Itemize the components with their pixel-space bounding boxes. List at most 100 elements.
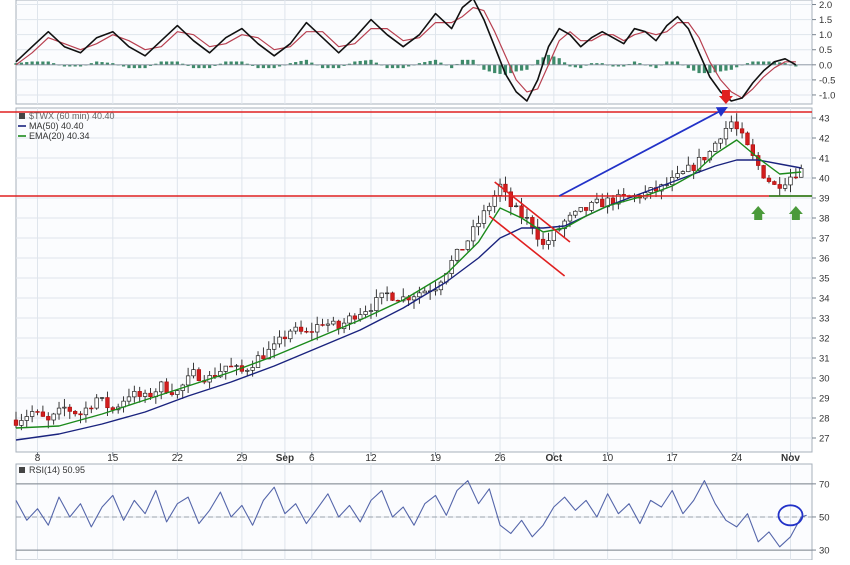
up-arrow-marker [788,206,803,220]
candle-body [739,128,745,134]
price-panel: 43 42 41 40 39 38 37 36 35 34 33 32 31 30 29 28 27 $TWX (… [0,90,830,453]
macd-histogram-bar [767,61,771,65]
candle-body [567,214,573,222]
candle-body [223,365,228,372]
candle-body [272,343,277,350]
price-tick-label: 28 [819,414,830,425]
trend-arrow [558,106,728,197]
macd-histogram-bar [487,64,491,72]
candle-body [293,326,298,332]
candle-body [508,191,513,208]
x-tick-label: 12 [365,453,377,464]
macd-histogram-bar [170,61,174,65]
macd-histogram-bar [331,64,335,69]
macd-histogram-bar [713,64,717,73]
x-tick-label: 8 [35,453,41,464]
macd-histogram-bar [794,64,798,67]
candle-body [460,248,465,251]
price-tick-label: 37 [819,234,830,245]
candle-body [471,226,476,242]
macd-histogram-bar [159,61,163,65]
legend-entry: $TWX (60 min) 40.40 [29,111,115,121]
macd-histogram-bar [41,61,45,65]
x-tick-label: 15 [107,453,119,464]
candle-body [594,198,600,203]
macd-histogram-bar [14,63,18,65]
candle-body [159,381,164,393]
legend-swatch-rsi [19,467,25,473]
macd-histogram-bar [385,64,389,69]
macd-histogram-bar [692,64,696,71]
macd-histogram-bar [191,64,196,69]
candle-body [487,205,492,212]
macd-histogram-bar [498,64,502,74]
x-tick-label: Nov [781,453,800,464]
macd-histogram-bar [30,61,34,65]
rsi-plot-area [15,463,813,561]
candle-body [137,391,142,397]
macd-histogram-bar [374,62,378,65]
macd-histogram-bar [181,63,185,65]
candle-body [368,310,374,312]
macd-histogram-bar [665,61,669,65]
candle-body [298,326,304,332]
price-tick-label: 42 [819,134,830,145]
macd-histogram-bar [611,64,615,67]
macd-histogram-bar [675,61,680,65]
candle-body [519,205,524,219]
macd-histogram-bar [702,64,707,74]
x-tick-label: Sep [276,453,294,464]
macd-histogram-bar [52,63,56,65]
macd-tick-label: 2.0 [819,0,832,11]
candle-body [745,132,750,146]
macd-histogram-bar [73,64,77,67]
macd-histogram-bar [89,63,93,65]
macd-histogram-bar [772,61,776,65]
macd-histogram-bar [638,63,642,65]
candle-body [702,156,707,161]
candle-body [729,121,734,129]
candle-body [723,127,729,140]
macd-histogram-bar [460,59,465,65]
candle-body [535,226,540,240]
macd-histogram-bar [35,61,40,65]
macd-histogram-bar [439,62,443,65]
macd-histogram-bar [342,64,346,66]
macd-histogram-bar [105,62,110,65]
candle-body [148,392,153,398]
macd-histogram-bar [423,62,427,65]
macd-histogram-bar [347,63,352,65]
macd-histogram-bar [536,59,540,65]
down-arrow-marker [718,90,733,104]
candle-body [546,240,551,245]
x-tick-label: 26 [494,453,506,464]
price-tick-label: 29 [819,394,830,405]
macd-histogram-bar [132,64,136,69]
macd-histogram-bar [735,64,739,68]
x-tick-label: 19 [430,453,442,464]
macd-histogram-bar [197,64,201,69]
candle-body [309,331,314,333]
macd-histogram-bar [686,64,690,69]
price-tick-label: 36 [819,254,830,265]
macd-histogram-bar [595,63,599,65]
macd-histogram-bar [68,64,72,67]
candle-body [196,369,202,381]
price-tick-label: 43 [819,114,830,125]
macd-histogram-bar [272,64,276,69]
x-tick-label: 29 [236,453,248,464]
candle-body [62,406,67,409]
macd-histogram-bar [616,64,620,67]
macd-histogram-bar [503,64,508,75]
macd-histogram-bar [337,64,341,69]
macd-histogram-bar [649,64,653,67]
candle-body [583,207,589,211]
candle-body [35,411,40,413]
macd-histogram-bar [627,63,631,65]
candle-body [352,315,357,320]
candle-body [600,198,605,208]
candle-body [73,411,78,415]
candle-body [169,392,175,395]
